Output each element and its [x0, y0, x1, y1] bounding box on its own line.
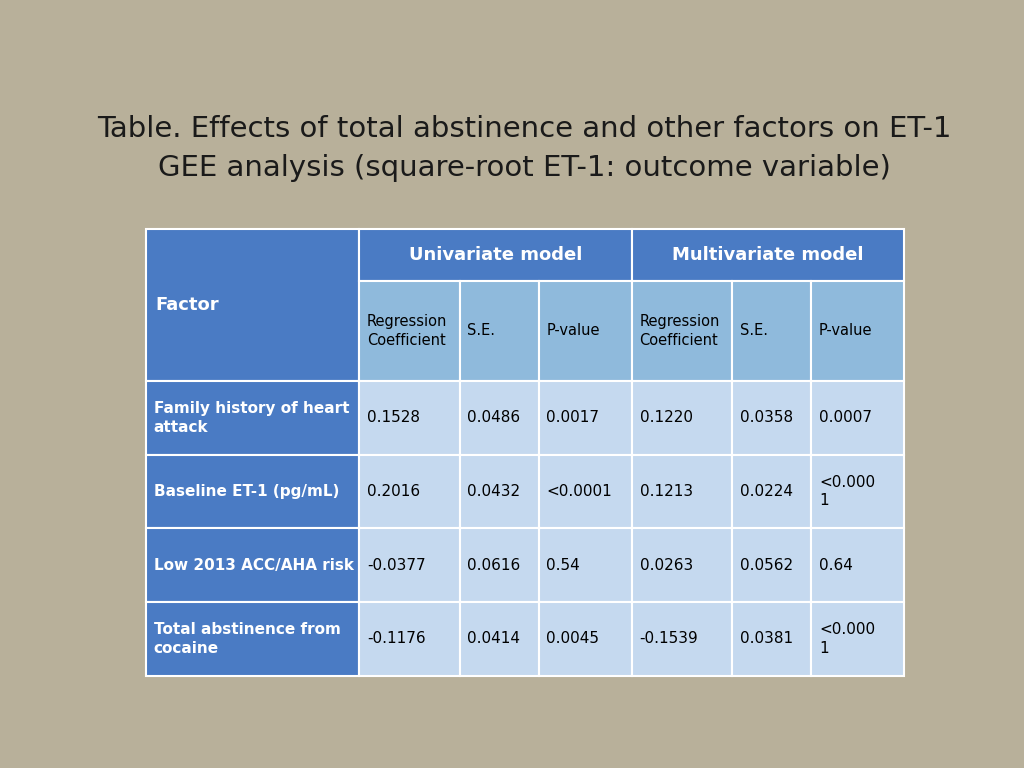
Bar	[460, 455, 539, 528]
Text: 0.0432: 0.0432	[467, 484, 520, 499]
Bar	[811, 381, 904, 455]
Bar	[359, 455, 460, 528]
Bar	[460, 381, 539, 455]
Bar	[146, 229, 359, 381]
Text: -0.0377: -0.0377	[367, 558, 426, 573]
Text: 0.1528: 0.1528	[367, 410, 420, 425]
Bar	[811, 455, 904, 528]
Text: Univariate model: Univariate model	[409, 246, 583, 264]
Text: Table. Effects of total abstinence and other factors on ET-1
GEE analysis (squar: Table. Effects of total abstinence and o…	[97, 115, 952, 182]
Bar	[811, 280, 904, 381]
Text: 0.0414: 0.0414	[467, 631, 520, 647]
Text: -0.1176: -0.1176	[367, 631, 426, 647]
Text: 0.0017: 0.0017	[547, 410, 599, 425]
Bar	[632, 528, 732, 602]
Text: 0.0224: 0.0224	[740, 484, 793, 499]
Bar	[359, 229, 632, 280]
Text: P-value: P-value	[547, 323, 600, 339]
Text: S.E.: S.E.	[740, 323, 768, 339]
Bar	[146, 455, 359, 528]
Bar	[732, 280, 811, 381]
Text: 0.0381: 0.0381	[740, 631, 793, 647]
Text: 0.0562: 0.0562	[740, 558, 793, 573]
Text: -0.1539: -0.1539	[640, 631, 698, 647]
Text: 0.0358: 0.0358	[740, 410, 793, 425]
Text: Low 2013 ACC/AHA risk: Low 2013 ACC/AHA risk	[154, 558, 353, 573]
Bar	[632, 602, 732, 676]
Text: 0.0616: 0.0616	[467, 558, 520, 573]
Text: Regression
Coefficient: Regression Coefficient	[640, 314, 720, 348]
Bar	[632, 229, 904, 280]
Text: Family history of heart
attack: Family history of heart attack	[154, 401, 349, 435]
Bar	[732, 381, 811, 455]
Text: 0.0263: 0.0263	[640, 558, 693, 573]
Text: <0.0001: <0.0001	[547, 484, 612, 499]
Bar	[146, 602, 359, 676]
Bar	[732, 602, 811, 676]
Bar	[460, 602, 539, 676]
Bar	[146, 528, 359, 602]
Text: Regression
Coefficient: Regression Coefficient	[367, 314, 447, 348]
Text: 0.0486: 0.0486	[467, 410, 520, 425]
Bar	[539, 528, 632, 602]
Bar	[539, 602, 632, 676]
Text: 0.64: 0.64	[819, 558, 853, 573]
Text: P-value: P-value	[819, 323, 872, 339]
Text: 0.1213: 0.1213	[640, 484, 692, 499]
Bar	[359, 280, 460, 381]
Bar	[539, 455, 632, 528]
Text: 0.54: 0.54	[547, 558, 580, 573]
Bar	[460, 528, 539, 602]
Text: 0.2016: 0.2016	[367, 484, 420, 499]
Bar	[460, 280, 539, 381]
Text: Total abstinence from
cocaine: Total abstinence from cocaine	[154, 622, 341, 656]
Text: S.E.: S.E.	[467, 323, 496, 339]
Text: <0.000
1: <0.000 1	[819, 475, 876, 508]
Text: 0.0007: 0.0007	[819, 410, 871, 425]
Bar	[146, 381, 359, 455]
Bar	[732, 455, 811, 528]
Bar	[811, 528, 904, 602]
Text: <0.000
1: <0.000 1	[819, 622, 876, 656]
Bar	[732, 528, 811, 602]
Bar	[539, 280, 632, 381]
Text: 0.0045: 0.0045	[547, 631, 599, 647]
Bar	[811, 602, 904, 676]
Bar	[632, 280, 732, 381]
Bar	[359, 528, 460, 602]
Text: Multivariate model: Multivariate model	[673, 246, 864, 264]
Bar	[632, 381, 732, 455]
Text: 0.1220: 0.1220	[640, 410, 692, 425]
Bar	[632, 455, 732, 528]
Bar	[359, 381, 460, 455]
Bar	[539, 381, 632, 455]
Bar	[359, 602, 460, 676]
Text: Baseline ET-1 (pg/mL): Baseline ET-1 (pg/mL)	[154, 484, 339, 499]
Text: Factor: Factor	[156, 296, 219, 314]
